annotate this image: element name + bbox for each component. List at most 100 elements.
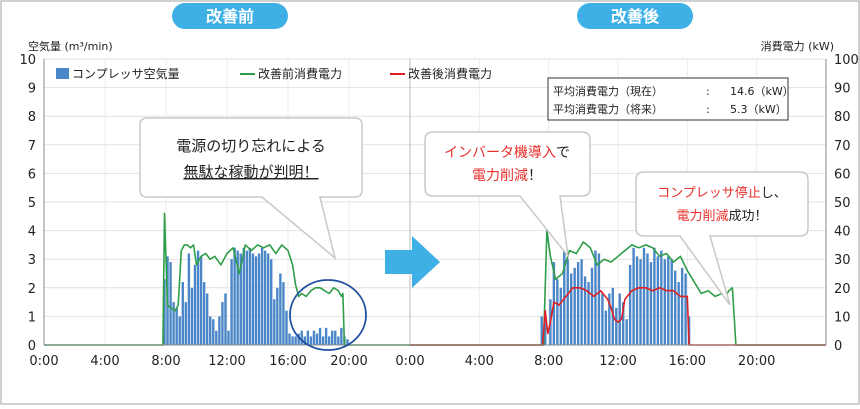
y-left-tick-label: 1 bbox=[28, 310, 36, 325]
air-volume-bar bbox=[573, 267, 576, 345]
callout-inverter-line2: 電力削減！ bbox=[472, 167, 542, 184]
air-volume-bar bbox=[663, 259, 666, 345]
callout-stop-text-a: コンプレッサ停止 bbox=[657, 185, 761, 201]
air-volume-bar bbox=[604, 310, 608, 345]
air-volume-bar bbox=[279, 273, 282, 345]
air-volume-bar bbox=[276, 287, 279, 345]
x-tick-label: 8:00 bbox=[151, 354, 180, 369]
air-volume-bar bbox=[175, 307, 178, 345]
callout-inverter-text-a: インバータ機導入 bbox=[444, 145, 556, 161]
air-volume-bar bbox=[321, 336, 325, 345]
air-volume-bar bbox=[187, 253, 191, 345]
air-volume-bar bbox=[297, 333, 300, 345]
air-volume-bar bbox=[632, 247, 635, 345]
callout-before-text-d: ！ bbox=[304, 163, 319, 181]
air-volume-bar bbox=[193, 264, 197, 345]
air-volume-bar bbox=[540, 316, 543, 345]
callout-before-text-a: 無駄な稼動 bbox=[183, 163, 258, 181]
air-volume-bar bbox=[684, 273, 687, 345]
air-volume-bar bbox=[346, 339, 349, 345]
air-volume-bar bbox=[221, 302, 224, 345]
avg-power-current-value: 14.6（kW） bbox=[730, 85, 794, 98]
air-volume-bar bbox=[224, 293, 227, 345]
callout-inverter-text-d: ！ bbox=[528, 168, 542, 184]
air-volume-bar bbox=[257, 253, 261, 345]
callout-stop-line2: 電力削減成功！ bbox=[676, 208, 767, 224]
y-right-tick-label: 100 bbox=[834, 53, 859, 68]
callout-stop: コンプレッサ停止し、 電力削減成功！ bbox=[635, 171, 809, 306]
callout-before-line2: 無駄な稼動が判明！ bbox=[183, 163, 318, 181]
y-right-tick-label: 20 bbox=[834, 282, 851, 297]
air-volume-bar bbox=[608, 293, 611, 345]
air-volume-bar bbox=[331, 330, 334, 345]
air-volume-bar bbox=[303, 336, 306, 345]
callout-before-line1: 電源の切り忘れによる bbox=[176, 137, 326, 155]
y-left-axis-label: 空気量 (m³/min) bbox=[28, 39, 113, 53]
callout-before-text-b: が bbox=[258, 163, 273, 181]
air-volume-bar bbox=[263, 250, 267, 345]
x-tick-label: 20:00 bbox=[738, 354, 775, 369]
air-volume-bar bbox=[677, 282, 680, 345]
callout-stop-text-d: 成功！ bbox=[729, 209, 768, 224]
before-power-line-ref bbox=[410, 229, 826, 346]
y-left-tick-label: 5 bbox=[28, 196, 36, 211]
callout-inverter-text-b: で bbox=[556, 145, 570, 161]
air-volume-bar bbox=[594, 250, 597, 345]
y-right-tick-label: 90 bbox=[834, 82, 851, 97]
phase-label-before: 改善前 bbox=[206, 7, 254, 26]
air-volume-bar bbox=[653, 247, 656, 345]
air-volume-bar bbox=[270, 259, 273, 345]
avg-power-current-sep: : bbox=[706, 85, 710, 98]
air-volume-bar bbox=[205, 293, 209, 345]
waste-highlight-circle bbox=[289, 279, 367, 351]
y-right-tick-label: 70 bbox=[834, 139, 851, 154]
air-volume-bar bbox=[611, 287, 614, 345]
air-volume-bar bbox=[563, 247, 566, 345]
x-tick-label: 4:00 bbox=[90, 354, 119, 369]
air-volume-bar bbox=[294, 336, 297, 345]
legend-label-before: 改善前消費電力 bbox=[258, 66, 342, 81]
y-left-tick-label: 4 bbox=[28, 225, 36, 240]
air-volume-bar bbox=[674, 270, 677, 345]
air-volume-bar bbox=[245, 250, 249, 345]
air-volume-bar bbox=[583, 276, 587, 345]
average-power-box: 平均消費電力（現在） : 14.6（kW） 平均消費電力（将来） : 5.3（k… bbox=[547, 77, 794, 121]
air-volume-bar bbox=[315, 333, 319, 345]
callout-inverter-text-c: 電力削減 bbox=[472, 167, 528, 184]
legend-swatch-air bbox=[56, 68, 69, 79]
air-volume-bar bbox=[282, 282, 285, 345]
avg-power-current-label: 平均消費電力（現在） bbox=[553, 84, 663, 98]
air-volume-bar bbox=[590, 267, 594, 345]
air-volume-bar bbox=[618, 293, 621, 345]
air-volume-bar bbox=[337, 336, 340, 345]
x-tick-label: 4:00 bbox=[465, 354, 494, 369]
y-right-tick-label: 10 bbox=[834, 310, 851, 325]
air-volume-bar bbox=[230, 259, 233, 345]
avg-power-future-value: 5.3（kW） bbox=[730, 103, 787, 116]
air-volume-bar bbox=[667, 256, 670, 345]
air-volume-bar bbox=[615, 307, 618, 345]
air-volume-bar bbox=[639, 259, 642, 345]
air-volume-bar bbox=[233, 247, 236, 345]
air-volume-bar bbox=[680, 267, 684, 345]
air-volume-bar bbox=[309, 336, 313, 345]
phase-tab-before: 改善前 bbox=[172, 3, 288, 29]
y-right-tick-label: 30 bbox=[834, 253, 851, 268]
air-volume-bar bbox=[340, 327, 343, 345]
after-power-line bbox=[410, 286, 826, 346]
x-tick-label: 20:00 bbox=[330, 354, 367, 369]
air-volume-bar bbox=[580, 259, 583, 345]
air-volume-bar bbox=[184, 302, 188, 345]
air-volume-bar bbox=[576, 262, 580, 345]
air-volume-bar bbox=[209, 316, 212, 345]
air-volume-bar bbox=[646, 253, 649, 345]
y-left-tick-label: 9 bbox=[28, 82, 36, 97]
air-volume-bar bbox=[601, 293, 604, 345]
phase-label-after: 改善後 bbox=[611, 7, 660, 26]
callout-inverter-line1: インバータ機導入で bbox=[444, 145, 570, 161]
x-tick-label: 16:00 bbox=[669, 354, 706, 369]
avg-power-future-sep: : bbox=[706, 103, 710, 116]
air-volume-bar bbox=[248, 247, 252, 345]
